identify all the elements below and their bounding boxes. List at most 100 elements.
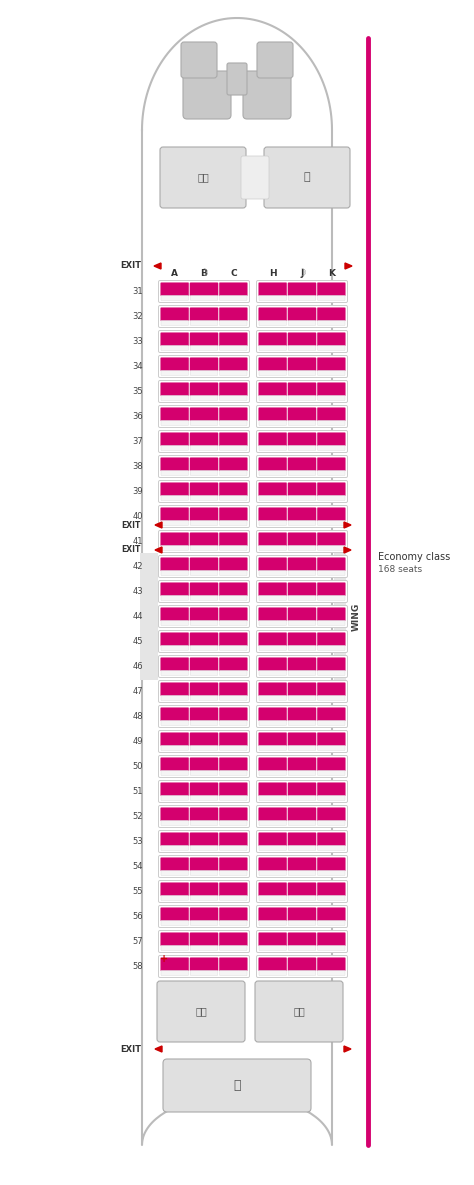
FancyBboxPatch shape xyxy=(191,896,218,901)
FancyBboxPatch shape xyxy=(161,371,188,376)
FancyBboxPatch shape xyxy=(161,457,189,470)
FancyBboxPatch shape xyxy=(219,608,247,621)
FancyBboxPatch shape xyxy=(288,396,316,401)
FancyBboxPatch shape xyxy=(318,520,345,525)
Polygon shape xyxy=(155,523,162,529)
FancyBboxPatch shape xyxy=(161,433,189,446)
FancyBboxPatch shape xyxy=(318,745,345,750)
FancyBboxPatch shape xyxy=(219,845,247,851)
FancyBboxPatch shape xyxy=(318,320,345,326)
FancyBboxPatch shape xyxy=(191,470,218,475)
FancyBboxPatch shape xyxy=(219,457,247,470)
FancyBboxPatch shape xyxy=(161,770,188,775)
FancyBboxPatch shape xyxy=(161,732,189,745)
Text: 32: 32 xyxy=(132,312,143,321)
FancyBboxPatch shape xyxy=(288,671,316,675)
FancyBboxPatch shape xyxy=(259,371,286,376)
FancyBboxPatch shape xyxy=(161,896,188,901)
FancyBboxPatch shape xyxy=(160,147,246,209)
FancyBboxPatch shape xyxy=(318,770,345,775)
FancyBboxPatch shape xyxy=(317,658,346,671)
Text: K: K xyxy=(328,269,335,278)
FancyBboxPatch shape xyxy=(318,971,345,975)
FancyBboxPatch shape xyxy=(259,745,286,750)
FancyBboxPatch shape xyxy=(161,470,188,475)
FancyBboxPatch shape xyxy=(259,696,286,700)
FancyBboxPatch shape xyxy=(288,896,316,901)
Text: 43: 43 xyxy=(132,587,143,596)
FancyBboxPatch shape xyxy=(288,621,316,626)
FancyBboxPatch shape xyxy=(258,883,287,896)
Text: 33: 33 xyxy=(132,337,143,346)
FancyBboxPatch shape xyxy=(259,871,286,876)
FancyBboxPatch shape xyxy=(258,683,287,696)
FancyBboxPatch shape xyxy=(158,556,249,577)
FancyBboxPatch shape xyxy=(317,933,346,946)
FancyBboxPatch shape xyxy=(256,306,347,327)
FancyBboxPatch shape xyxy=(181,41,217,78)
FancyBboxPatch shape xyxy=(288,732,316,745)
FancyBboxPatch shape xyxy=(191,446,218,450)
FancyBboxPatch shape xyxy=(190,782,218,796)
FancyBboxPatch shape xyxy=(288,871,316,876)
Text: J: J xyxy=(301,269,304,278)
FancyBboxPatch shape xyxy=(318,720,345,725)
FancyBboxPatch shape xyxy=(318,621,345,626)
Text: 35: 35 xyxy=(132,387,143,396)
FancyBboxPatch shape xyxy=(258,658,287,671)
Text: 39: 39 xyxy=(132,487,143,497)
FancyBboxPatch shape xyxy=(161,621,188,626)
FancyBboxPatch shape xyxy=(259,720,286,725)
FancyBboxPatch shape xyxy=(317,707,346,720)
FancyBboxPatch shape xyxy=(161,757,189,771)
FancyBboxPatch shape xyxy=(158,455,249,478)
Text: 41: 41 xyxy=(133,537,143,546)
FancyBboxPatch shape xyxy=(219,795,247,801)
FancyBboxPatch shape xyxy=(288,421,316,425)
FancyBboxPatch shape xyxy=(158,955,249,978)
FancyBboxPatch shape xyxy=(256,680,347,703)
FancyBboxPatch shape xyxy=(258,307,287,321)
FancyBboxPatch shape xyxy=(258,908,287,921)
FancyBboxPatch shape xyxy=(227,63,247,95)
FancyBboxPatch shape xyxy=(161,595,188,601)
FancyBboxPatch shape xyxy=(191,570,218,576)
FancyBboxPatch shape xyxy=(158,281,249,302)
FancyBboxPatch shape xyxy=(158,880,249,903)
FancyBboxPatch shape xyxy=(161,583,189,596)
FancyBboxPatch shape xyxy=(158,630,249,653)
Text: 31: 31 xyxy=(132,287,143,296)
FancyBboxPatch shape xyxy=(256,506,347,527)
Polygon shape xyxy=(155,547,162,553)
FancyBboxPatch shape xyxy=(191,595,218,601)
FancyBboxPatch shape xyxy=(161,495,188,500)
FancyBboxPatch shape xyxy=(317,482,346,495)
FancyBboxPatch shape xyxy=(191,371,218,376)
FancyBboxPatch shape xyxy=(288,383,316,396)
Polygon shape xyxy=(344,523,351,529)
FancyBboxPatch shape xyxy=(190,732,218,745)
FancyBboxPatch shape xyxy=(219,570,247,576)
FancyBboxPatch shape xyxy=(317,557,346,571)
FancyBboxPatch shape xyxy=(288,683,316,696)
FancyBboxPatch shape xyxy=(288,520,316,525)
FancyBboxPatch shape xyxy=(259,621,286,626)
FancyBboxPatch shape xyxy=(219,358,247,371)
FancyBboxPatch shape xyxy=(161,646,188,651)
FancyBboxPatch shape xyxy=(256,730,347,752)
FancyBboxPatch shape xyxy=(191,345,218,351)
FancyBboxPatch shape xyxy=(256,606,347,628)
FancyBboxPatch shape xyxy=(191,295,218,301)
FancyBboxPatch shape xyxy=(190,282,218,296)
FancyBboxPatch shape xyxy=(191,971,218,975)
FancyBboxPatch shape xyxy=(161,482,189,495)
FancyBboxPatch shape xyxy=(191,820,218,826)
FancyBboxPatch shape xyxy=(288,757,316,771)
FancyBboxPatch shape xyxy=(288,507,316,521)
FancyBboxPatch shape xyxy=(161,545,188,551)
FancyBboxPatch shape xyxy=(258,482,287,495)
FancyBboxPatch shape xyxy=(191,795,218,801)
FancyBboxPatch shape xyxy=(259,671,286,675)
FancyBboxPatch shape xyxy=(288,371,316,376)
Text: 53: 53 xyxy=(132,837,143,846)
